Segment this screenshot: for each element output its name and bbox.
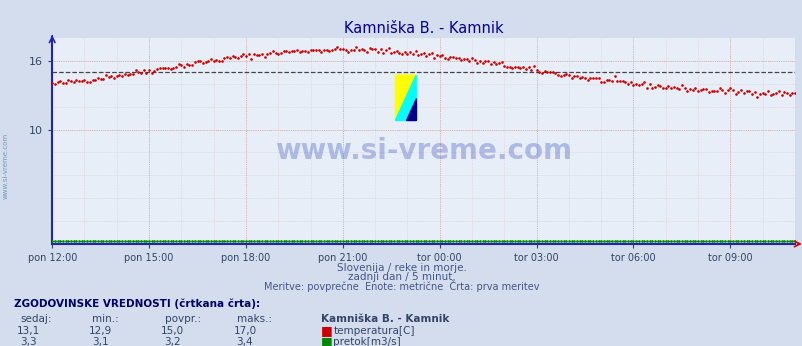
Text: temperatura[C]: temperatura[C] [333, 326, 414, 336]
Text: 17,0: 17,0 [233, 326, 256, 336]
Text: Meritve: povprečne  Enote: metrične  Črta: prva meritev: Meritve: povprečne Enote: metrične Črta:… [263, 280, 539, 292]
Text: Slovenija / reke in morje.: Slovenija / reke in morje. [336, 263, 466, 273]
Text: ■: ■ [321, 324, 333, 337]
Text: 12,9: 12,9 [89, 326, 111, 336]
Text: maks.:: maks.: [237, 314, 272, 324]
Text: ■: ■ [321, 335, 333, 346]
Text: Kamniška B. - Kamnik: Kamniška B. - Kamnik [321, 314, 449, 324]
Polygon shape [395, 75, 415, 120]
Text: www.si-vreme.com: www.si-vreme.com [2, 133, 9, 199]
Polygon shape [395, 75, 415, 120]
Text: zadnji dan / 5 minut.: zadnji dan / 5 minut. [347, 272, 455, 282]
Text: 3,3: 3,3 [20, 337, 36, 346]
Text: sedaj:: sedaj: [20, 314, 51, 324]
Text: povpr.:: povpr.: [164, 314, 200, 324]
Text: 3,1: 3,1 [92, 337, 108, 346]
Text: 15,0: 15,0 [161, 326, 184, 336]
Text: 3,4: 3,4 [237, 337, 253, 346]
Polygon shape [405, 98, 415, 120]
Text: 13,1: 13,1 [17, 326, 39, 336]
Text: pretok[m3/s]: pretok[m3/s] [333, 337, 400, 346]
Text: www.si-vreme.com: www.si-vreme.com [275, 137, 571, 165]
Text: 3,2: 3,2 [164, 337, 180, 346]
Text: ZGODOVINSKE VREDNOSTI (črtkana črta):: ZGODOVINSKE VREDNOSTI (črtkana črta): [14, 299, 261, 309]
Title: Kamniška B. - Kamnik: Kamniška B. - Kamnik [343, 20, 503, 36]
Text: min.:: min.: [92, 314, 119, 324]
